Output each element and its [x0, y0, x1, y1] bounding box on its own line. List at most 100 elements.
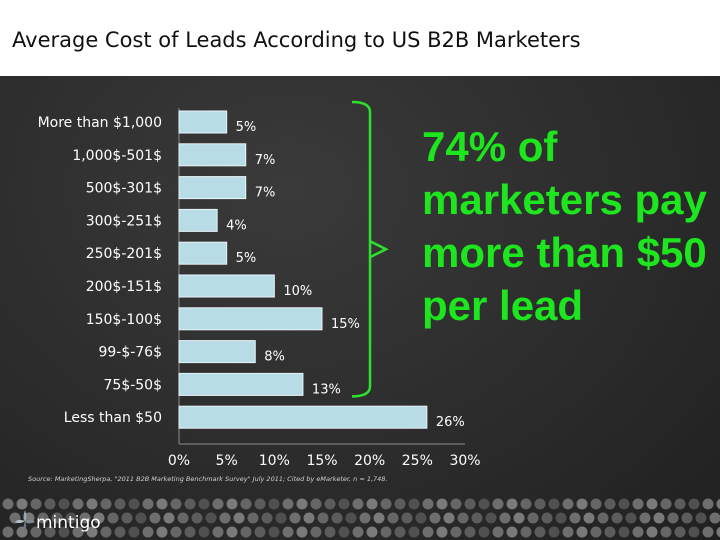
footer-dot — [415, 512, 427, 524]
footer-dot — [296, 498, 308, 510]
footer-dot — [184, 498, 196, 510]
bar-chart: More than $1,000 5% 1,000$-501$ 7% 500$-301$… — [38, 100, 481, 469]
footer-dot — [128, 526, 140, 538]
bar — [178, 241, 228, 265]
footer-dot — [464, 498, 476, 510]
footer-dot — [555, 512, 567, 524]
footer-dot — [429, 512, 441, 524]
bracket-pointer — [369, 240, 389, 259]
bar — [178, 208, 218, 232]
footer-dot — [338, 498, 350, 510]
footer-dot — [37, 512, 49, 524]
footer-dot — [485, 512, 497, 524]
x-tick-label: 25% — [402, 453, 433, 469]
footer-dot — [156, 498, 168, 510]
x-tick-label: 0% — [168, 453, 190, 469]
footer-dot — [72, 498, 84, 510]
category-label: 300$-251$ — [86, 213, 162, 229]
footer-dot — [373, 512, 385, 524]
footer-dot — [317, 512, 329, 524]
category-label: 150$-100$ — [86, 312, 162, 328]
footer-dot — [534, 498, 546, 510]
footer-dot — [576, 498, 588, 510]
footer-dot — [282, 526, 294, 538]
footer-dot — [646, 526, 658, 538]
footer-dot-pattern — [2, 498, 720, 538]
footer-dot — [394, 498, 406, 510]
footer-dot — [709, 512, 720, 524]
footer-dot — [604, 526, 616, 538]
footer-dot — [338, 526, 350, 538]
footer-dot — [205, 512, 217, 524]
footer-dot — [646, 498, 658, 510]
footer-dot — [366, 526, 378, 538]
x-tick-label: 30% — [449, 453, 480, 469]
footer-dot — [534, 526, 546, 538]
footer-dot — [380, 498, 392, 510]
footer-dot — [233, 512, 245, 524]
footer-dot — [303, 512, 315, 524]
footer-dot — [296, 526, 308, 538]
footer-dot — [702, 526, 714, 538]
footer-dot — [79, 512, 91, 524]
footer-dot — [156, 526, 168, 538]
footer-dot — [226, 498, 238, 510]
footer-dot — [44, 526, 56, 538]
footer-dot — [100, 498, 112, 510]
bar — [178, 274, 275, 298]
footer-dot — [422, 526, 434, 538]
footer-dot — [58, 526, 70, 538]
footer-dot — [548, 526, 560, 538]
footer-dot — [163, 512, 175, 524]
footer-dot — [240, 498, 252, 510]
slide-title: Average Cost of Leads According to US B2… — [0, 0, 720, 76]
footer-dot — [100, 526, 112, 538]
data-label: 10% — [283, 284, 312, 299]
footer-dot — [121, 512, 133, 524]
footer-dot — [478, 526, 490, 538]
footer-dot — [569, 512, 581, 524]
footer-dot — [191, 512, 203, 524]
brand-logo-text: mintigo — [36, 513, 101, 533]
footer-dot — [177, 512, 189, 524]
footer-dot — [282, 498, 294, 510]
footer-dot — [408, 498, 420, 510]
footer-dot — [688, 526, 700, 538]
bar — [178, 405, 428, 429]
footer-dot — [198, 526, 210, 538]
footer-dot — [443, 512, 455, 524]
data-label: 4% — [226, 218, 247, 233]
category-label: Less than $50 — [64, 410, 162, 426]
bracket — [351, 100, 372, 398]
footer-dot — [583, 512, 595, 524]
x-tick-label: 15% — [306, 453, 337, 469]
source-note: Source: MarketingSherpa, "2011 B2B Marke… — [28, 475, 388, 483]
footer-dot — [674, 526, 686, 538]
footer-dot — [639, 512, 651, 524]
footer-dot — [289, 512, 301, 524]
data-label: 7% — [255, 153, 276, 168]
footer-dot — [149, 512, 161, 524]
footer-dot — [184, 526, 196, 538]
footer-dot — [562, 526, 574, 538]
data-label: 8% — [264, 350, 285, 365]
footer-dot — [548, 498, 560, 510]
footer-dot — [310, 526, 322, 538]
footer-dot — [226, 526, 238, 538]
footer-dot — [625, 512, 637, 524]
footer-dot — [457, 512, 469, 524]
footer-dot — [611, 512, 623, 524]
footer-dot — [219, 512, 231, 524]
callout-text: 74% of marketers pay more than $50 per l… — [422, 123, 707, 329]
category-label: More than $1,000 — [38, 115, 162, 131]
footer-dot — [324, 498, 336, 510]
footer-dot — [58, 498, 70, 510]
footer-dot — [142, 498, 154, 510]
category-label: 1,000$-501$ — [72, 148, 162, 164]
footer-dot — [520, 498, 532, 510]
footer-dot — [499, 512, 511, 524]
footer-dot — [93, 512, 105, 524]
footer-dot — [436, 498, 448, 510]
footer-dot — [65, 512, 77, 524]
